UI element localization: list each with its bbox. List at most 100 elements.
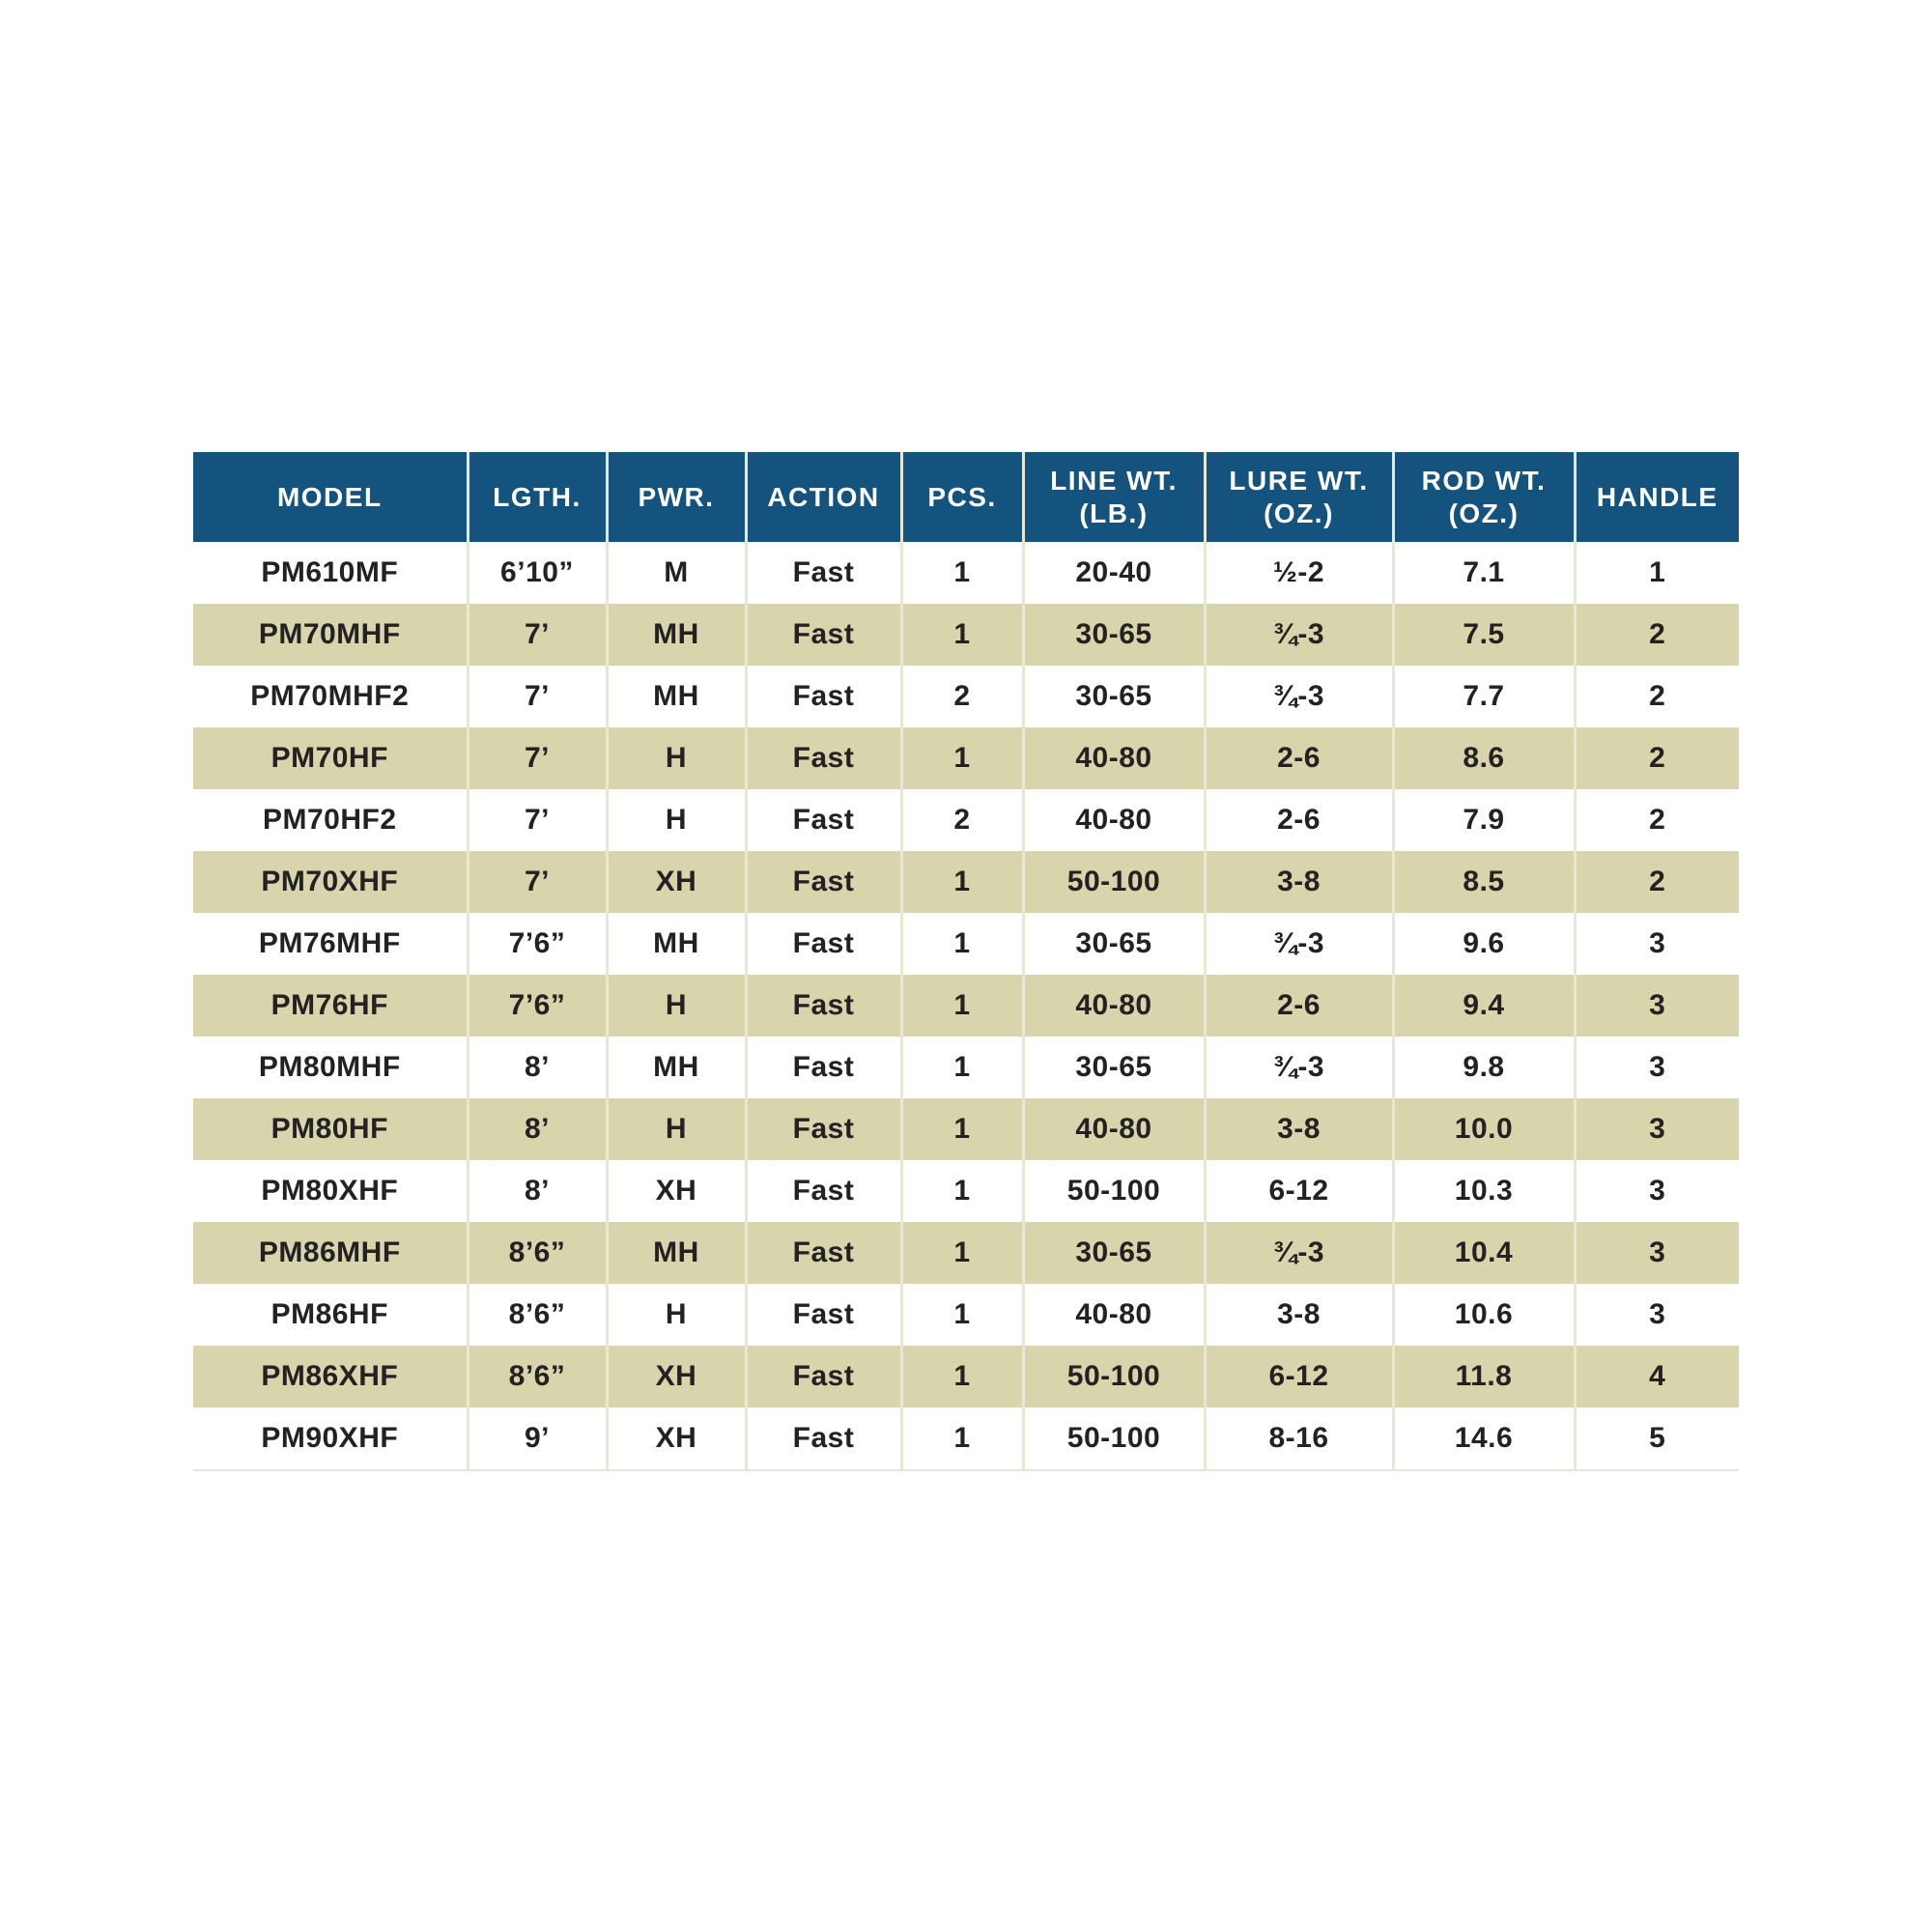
cell-rod_wt: 10.0 — [1393, 1098, 1577, 1160]
cell-pcs: 1 — [901, 1346, 1025, 1407]
cell-handle: 3 — [1575, 913, 1739, 975]
column-header-lure-wt: LURE WT. (OZ.) — [1205, 452, 1395, 542]
table-header: MODEL LGTH. PWR. ACTION PCS. LINE WT. (L… — [193, 452, 1739, 542]
table-row: PM76MHF 7’6” MH Fast 1 30-65 ¾-3 9.6 3 — [193, 913, 1739, 975]
cell-action: Fast — [746, 975, 903, 1037]
cell-pcs: 2 — [901, 789, 1025, 851]
cell-lgth: 7’6” — [468, 975, 609, 1037]
cell-pcs: 1 — [901, 1098, 1025, 1160]
cell-rod_wt: 14.6 — [1393, 1407, 1577, 1470]
cell-rod_wt: 9.6 — [1393, 913, 1577, 975]
cell-lure_wt: 3-8 — [1205, 851, 1395, 913]
cell-rod_wt: 7.9 — [1393, 789, 1577, 851]
cell-pwr: XH — [607, 1346, 748, 1407]
cell-lgth: 8’6” — [468, 1222, 609, 1284]
cell-lure_wt: ¾-3 — [1205, 604, 1395, 666]
cell-lgth: 7’ — [468, 666, 609, 727]
cell-pwr: H — [607, 1098, 748, 1160]
cell-handle: 4 — [1575, 1346, 1739, 1407]
column-header-pcs: PCS. — [901, 452, 1025, 542]
cell-pwr: MH — [607, 604, 748, 666]
cell-rod_wt: 7.7 — [1393, 666, 1577, 727]
cell-handle: 5 — [1575, 1407, 1739, 1470]
table-row: PM70HF 7’ H Fast 1 40-80 2-6 8.6 2 — [193, 727, 1739, 789]
cell-model: PM70HF — [193, 727, 469, 789]
column-header-model: MODEL — [193, 452, 469, 542]
cell-line_wt: 30-65 — [1023, 604, 1207, 666]
cell-lure_wt: 3-8 — [1205, 1284, 1395, 1346]
cell-line_wt: 30-65 — [1023, 666, 1207, 727]
cell-rod_wt: 9.4 — [1393, 975, 1577, 1037]
cell-action: Fast — [746, 1346, 903, 1407]
table-row: PM610MF 6’10” M Fast 1 20-40 ½-2 7.1 1 — [193, 542, 1739, 604]
cell-rod_wt: 7.1 — [1393, 542, 1577, 604]
cell-handle: 3 — [1575, 1160, 1739, 1222]
cell-pcs: 1 — [901, 913, 1025, 975]
cell-lgth: 8’6” — [468, 1346, 609, 1407]
cell-rod_wt: 10.6 — [1393, 1284, 1577, 1346]
cell-line_wt: 50-100 — [1023, 1407, 1207, 1470]
table-row: PM86MHF 8’6” MH Fast 1 30-65 ¾-3 10.4 3 — [193, 1222, 1739, 1284]
cell-model: PM610MF — [193, 542, 469, 604]
cell-rod_wt: 7.5 — [1393, 604, 1577, 666]
table-row: PM86HF 8’6” H Fast 1 40-80 3-8 10.6 3 — [193, 1284, 1739, 1346]
table-row: PM70HF2 7’ H Fast 2 40-80 2-6 7.9 2 — [193, 789, 1739, 851]
cell-pwr: MH — [607, 913, 748, 975]
cell-line_wt: 30-65 — [1023, 913, 1207, 975]
cell-action: Fast — [746, 913, 903, 975]
cell-model: PM70MHF — [193, 604, 469, 666]
cell-pcs: 1 — [901, 542, 1025, 604]
cell-pwr: MH — [607, 1222, 748, 1284]
cell-pwr: H — [607, 727, 748, 789]
column-header-line-wt: LINE WT. (LB.) — [1023, 452, 1207, 542]
cell-line_wt: 40-80 — [1023, 727, 1207, 789]
cell-lgth: 8’6” — [468, 1284, 609, 1346]
cell-model: PM86HF — [193, 1284, 469, 1346]
cell-lgth: 8’ — [468, 1037, 609, 1098]
cell-lure_wt: ½-2 — [1205, 542, 1395, 604]
cell-action: Fast — [746, 1160, 903, 1222]
cell-lgth: 7’ — [468, 851, 609, 913]
cell-action: Fast — [746, 1037, 903, 1098]
cell-pwr: MH — [607, 666, 748, 727]
cell-pcs: 1 — [901, 604, 1025, 666]
cell-action: Fast — [746, 542, 903, 604]
cell-model: PM86XHF — [193, 1346, 469, 1407]
rod-spec-table-container: MODEL LGTH. PWR. ACTION PCS. LINE WT. (L… — [193, 452, 1739, 1471]
cell-pcs: 1 — [901, 975, 1025, 1037]
cell-action: Fast — [746, 1222, 903, 1284]
cell-rod_wt: 10.4 — [1393, 1222, 1577, 1284]
cell-model: PM70XHF — [193, 851, 469, 913]
cell-rod_wt: 9.8 — [1393, 1037, 1577, 1098]
cell-handle: 3 — [1575, 1037, 1739, 1098]
cell-line_wt: 30-65 — [1023, 1037, 1207, 1098]
column-header-rod-wt: ROD WT. (OZ.) — [1393, 452, 1577, 542]
cell-line_wt: 40-80 — [1023, 975, 1207, 1037]
table-row: PM80XHF 8’ XH Fast 1 50-100 6-12 10.3 3 — [193, 1160, 1739, 1222]
cell-pcs: 1 — [901, 1160, 1025, 1222]
column-header-handle: HANDLE — [1575, 452, 1739, 542]
cell-pcs: 1 — [901, 1037, 1025, 1098]
cell-rod_wt: 11.8 — [1393, 1346, 1577, 1407]
table-row: PM80MHF 8’ MH Fast 1 30-65 ¾-3 9.8 3 — [193, 1037, 1739, 1098]
cell-lure_wt: 8-16 — [1205, 1407, 1395, 1470]
cell-model: PM80XHF — [193, 1160, 469, 1222]
cell-pcs: 1 — [901, 1284, 1025, 1346]
cell-handle: 2 — [1575, 666, 1739, 727]
cell-action: Fast — [746, 727, 903, 789]
table-row: PM80HF 8’ H Fast 1 40-80 3-8 10.0 3 — [193, 1098, 1739, 1160]
cell-line_wt: 30-65 — [1023, 1222, 1207, 1284]
cell-rod_wt: 8.6 — [1393, 727, 1577, 789]
cell-line_wt: 40-80 — [1023, 1284, 1207, 1346]
table-row: PM90XHF 9’ XH Fast 1 50-100 8-16 14.6 5 — [193, 1407, 1739, 1470]
cell-pcs: 1 — [901, 727, 1025, 789]
cell-pwr: XH — [607, 1407, 748, 1470]
cell-pwr: M — [607, 542, 748, 604]
column-header-lgth: LGTH. — [468, 452, 609, 542]
cell-model: PM70HF2 — [193, 789, 469, 851]
column-header-action: ACTION — [746, 452, 903, 542]
cell-pwr: XH — [607, 1160, 748, 1222]
cell-model: PM80MHF — [193, 1037, 469, 1098]
cell-line_wt: 50-100 — [1023, 1346, 1207, 1407]
